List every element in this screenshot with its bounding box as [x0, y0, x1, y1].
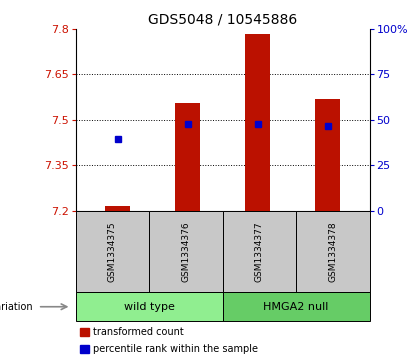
- Text: transformed count: transformed count: [93, 327, 184, 337]
- Text: GSM1334376: GSM1334376: [181, 221, 190, 282]
- Bar: [149, 211, 223, 292]
- Text: percentile rank within the sample: percentile rank within the sample: [93, 344, 258, 354]
- Bar: [76, 211, 149, 292]
- Text: genotype/variation: genotype/variation: [0, 302, 34, 312]
- Bar: [245, 33, 270, 211]
- Bar: [176, 103, 200, 211]
- Text: GSM1334377: GSM1334377: [255, 221, 264, 282]
- Bar: [223, 292, 370, 321]
- Bar: [80, 345, 89, 353]
- Text: GSM1334378: GSM1334378: [328, 221, 337, 282]
- Bar: [105, 206, 130, 211]
- Text: HMGA2 null: HMGA2 null: [263, 302, 329, 312]
- Text: GSM1334375: GSM1334375: [108, 221, 117, 282]
- Bar: [76, 292, 223, 321]
- Text: wild type: wild type: [123, 302, 175, 312]
- Bar: [315, 99, 340, 211]
- Title: GDS5048 / 10545886: GDS5048 / 10545886: [148, 12, 297, 26]
- Bar: [296, 211, 370, 292]
- Bar: [80, 328, 89, 336]
- Bar: [223, 211, 296, 292]
